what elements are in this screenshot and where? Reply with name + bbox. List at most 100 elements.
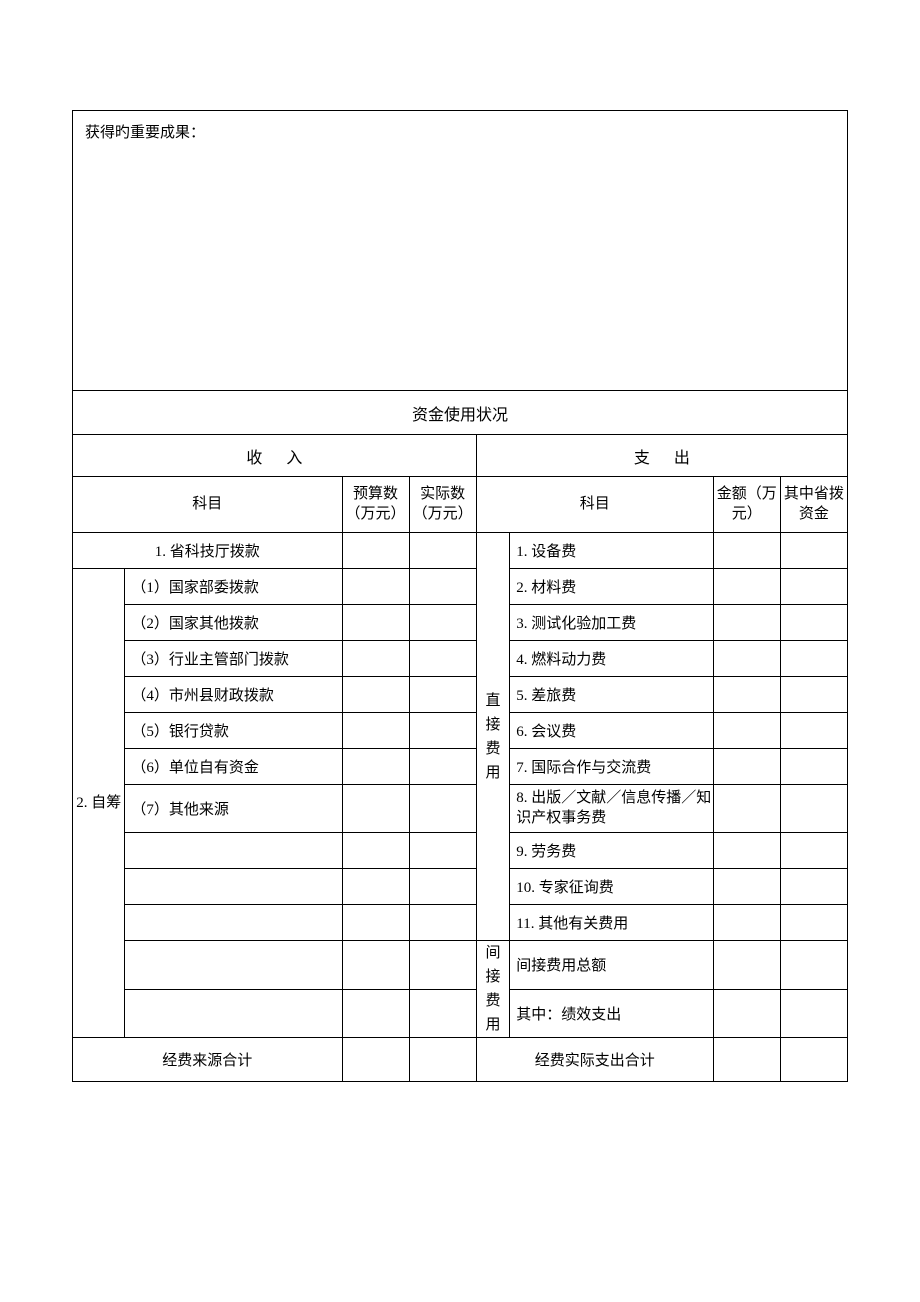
table-cell	[409, 641, 476, 677]
table-cell	[409, 869, 476, 905]
budget-header: 预算数（万元）	[342, 477, 409, 533]
section-title: 资金使用状况	[73, 391, 848, 435]
table-cell	[713, 1038, 780, 1082]
table-cell	[780, 605, 847, 641]
income-row: （3）行业主管部门拨款	[125, 641, 342, 677]
table-cell	[342, 569, 409, 605]
table-cell	[713, 989, 780, 1038]
table-cell	[409, 569, 476, 605]
table-cell	[342, 869, 409, 905]
income-row: （2）国家其他拨款	[125, 605, 342, 641]
self-raised-label: 2. 自筹	[73, 569, 125, 1038]
table-cell	[713, 533, 780, 569]
table-cell	[409, 749, 476, 785]
table-cell	[713, 569, 780, 605]
table-cell	[409, 941, 476, 990]
table-cell	[713, 869, 780, 905]
table-cell	[780, 533, 847, 569]
income-row: （1）国家部委拨款	[125, 569, 342, 605]
table-cell	[780, 833, 847, 869]
expense-header: 支出	[476, 435, 847, 477]
table-cell	[780, 1038, 847, 1082]
expense-subject-header: 科目	[476, 477, 713, 533]
table-cell	[409, 989, 476, 1038]
income-row	[125, 941, 342, 990]
expense-row: 1. 设备费	[510, 533, 713, 569]
indirect-expense-label: 间接费用	[476, 941, 510, 1038]
table-cell	[713, 833, 780, 869]
table-cell	[342, 677, 409, 713]
expense-row: 5. 差旅费	[510, 677, 713, 713]
table-cell	[713, 677, 780, 713]
table-cell	[342, 605, 409, 641]
table-cell	[409, 1038, 476, 1082]
table-cell	[342, 749, 409, 785]
achievements-label: 获得旳重要成果：	[85, 125, 205, 141]
table-cell	[409, 677, 476, 713]
table-cell	[342, 905, 409, 941]
table-cell	[409, 605, 476, 641]
table-cell	[342, 785, 409, 833]
expense-row: 6. 会议费	[510, 713, 713, 749]
table-cell	[713, 713, 780, 749]
table-cell	[713, 785, 780, 833]
expense-row: 2. 材料费	[510, 569, 713, 605]
funding-table: 获得旳重要成果： 资金使用状况 收入 支出 科目 预算数（万元） 实际数（万元）…	[72, 110, 848, 1082]
table-cell	[713, 641, 780, 677]
table-cell	[780, 905, 847, 941]
table-cell	[780, 569, 847, 605]
income-row	[125, 833, 342, 869]
expense-row: 3. 测试化验加工费	[510, 605, 713, 641]
table-cell	[409, 785, 476, 833]
table-cell	[409, 533, 476, 569]
direct-expense-label: 直接费用	[476, 533, 510, 941]
table-cell	[780, 869, 847, 905]
table-cell	[342, 713, 409, 749]
table-cell	[780, 749, 847, 785]
table-cell	[342, 833, 409, 869]
income-total: 经费来源合计	[73, 1038, 343, 1082]
table-cell	[780, 941, 847, 990]
table-cell	[713, 905, 780, 941]
table-cell	[409, 713, 476, 749]
income-row: （7）其他来源	[125, 785, 342, 833]
expense-row: 7. 国际合作与交流费	[510, 749, 713, 785]
table-cell	[342, 533, 409, 569]
income-row: （5）银行贷款	[125, 713, 342, 749]
table-cell	[713, 749, 780, 785]
income-row	[125, 905, 342, 941]
table-cell	[409, 905, 476, 941]
expense-row: 其中：绩效支出	[510, 989, 713, 1038]
table-cell	[780, 989, 847, 1038]
table-cell	[780, 785, 847, 833]
amount-header: 金额（万元）	[713, 477, 780, 533]
table-cell	[342, 1038, 409, 1082]
table-cell	[780, 641, 847, 677]
income-row-1: 1. 省科技厅拨款	[73, 533, 343, 569]
expense-row: 10. 专家征询费	[510, 869, 713, 905]
document-page: 获得旳重要成果： 资金使用状况 收入 支出 科目 预算数（万元） 实际数（万元）…	[0, 0, 920, 1302]
income-subject-header: 科目	[73, 477, 343, 533]
income-row: （4）市州县财政拨款	[125, 677, 342, 713]
table-cell	[409, 833, 476, 869]
table-cell	[342, 989, 409, 1038]
provincial-header: 其中省拨资金	[780, 477, 847, 533]
expense-row: 8. 出版／文献／信息传播／知识产权事务费	[510, 785, 713, 833]
income-row	[125, 989, 342, 1038]
expense-row: 11. 其他有关费用	[510, 905, 713, 941]
income-header: 收入	[73, 435, 477, 477]
achievements-cell: 获得旳重要成果：	[73, 111, 848, 391]
income-row: （6）单位自有资金	[125, 749, 342, 785]
table-cell	[713, 941, 780, 990]
actual-header: 实际数（万元）	[409, 477, 476, 533]
table-cell	[342, 641, 409, 677]
income-row	[125, 869, 342, 905]
table-cell	[780, 677, 847, 713]
expense-row: 4. 燃料动力费	[510, 641, 713, 677]
expense-row: 间接费用总额	[510, 941, 713, 990]
table-cell	[780, 713, 847, 749]
expense-row: 9. 劳务费	[510, 833, 713, 869]
table-cell	[713, 605, 780, 641]
expense-total: 经费实际支出合计	[476, 1038, 713, 1082]
table-cell	[342, 941, 409, 990]
